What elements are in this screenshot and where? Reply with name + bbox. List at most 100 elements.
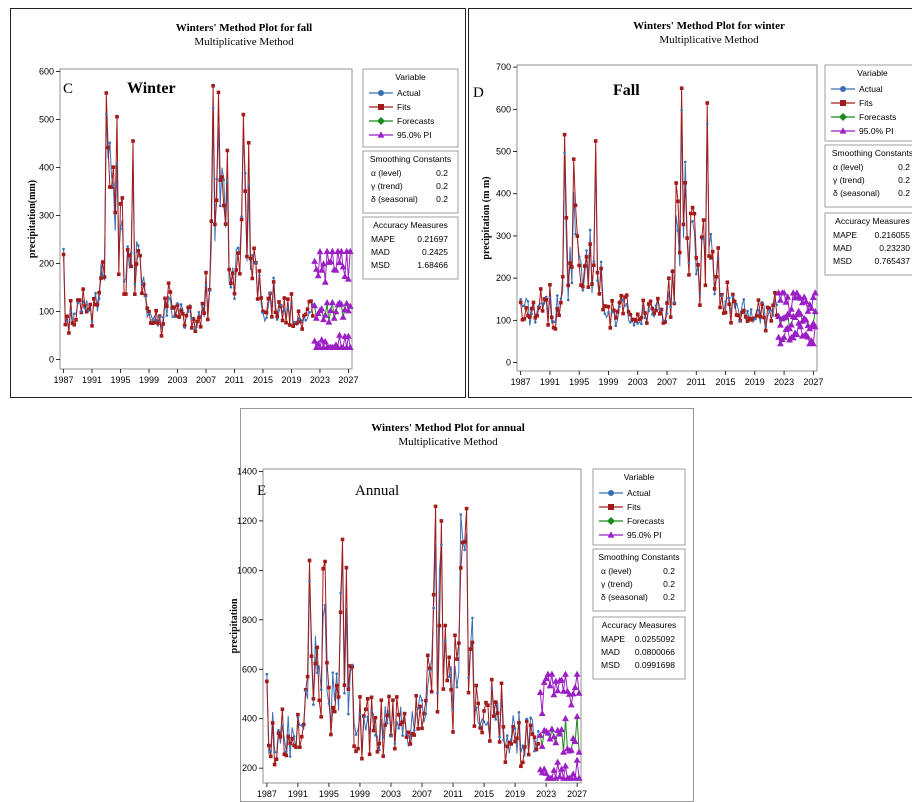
fits-point — [774, 313, 779, 318]
smoothing-param-label: γ (trend) — [833, 175, 865, 185]
fits-point — [165, 304, 169, 309]
actual-point — [753, 317, 757, 321]
forecast-point — [311, 302, 318, 309]
fits-point — [731, 292, 735, 297]
pi-point — [323, 247, 331, 254]
fits-point — [205, 317, 210, 322]
forecast-point — [802, 316, 810, 323]
actual-point — [269, 749, 273, 753]
fits-point — [154, 308, 158, 313]
forecast-point — [550, 733, 558, 740]
fits-point — [681, 222, 686, 227]
fits-point — [524, 719, 529, 724]
actual-point — [651, 313, 654, 316]
pi-point — [327, 258, 334, 265]
fits-point — [745, 319, 750, 323]
legend-label: 95.0% PI — [859, 126, 894, 136]
fits-point — [195, 319, 199, 324]
fits-point — [501, 725, 506, 729]
actual-point — [490, 686, 494, 690]
smoothing-box — [592, 548, 686, 612]
chart-panel-fall: Winters' Method Plot for fall Multiplicat… — [10, 8, 466, 398]
pi-point — [318, 266, 326, 273]
fits-point — [277, 300, 281, 304]
actual-point — [577, 255, 581, 258]
fits-point — [520, 317, 525, 322]
fits-point — [480, 730, 484, 735]
fits-point — [579, 283, 583, 288]
fits-point — [239, 217, 244, 222]
fits-point — [163, 296, 167, 301]
accuracy-measure-value: 0.23230 — [879, 243, 910, 253]
fits-point — [396, 712, 401, 717]
forecast-point — [811, 307, 819, 315]
fits-point — [678, 250, 682, 255]
chart-subtitle: Multiplicative Method — [659, 34, 759, 46]
fits-point — [331, 705, 335, 710]
fits-point — [257, 269, 262, 273]
fits-point — [568, 261, 572, 265]
fits-point — [350, 664, 354, 669]
fits-point — [593, 139, 598, 143]
fits-point — [470, 640, 475, 645]
fits-point — [690, 205, 695, 210]
fits-point — [729, 321, 733, 325]
actual-point — [277, 728, 280, 732]
actual-point — [519, 297, 522, 301]
chart-svg-fall: Winters' Method Plot for fall Multiplicat… — [27, 22, 459, 385]
fits-point — [513, 739, 517, 744]
pi-point — [341, 272, 349, 279]
fits-point — [106, 145, 110, 150]
fits-point — [286, 297, 290, 301]
actual-point — [731, 295, 735, 299]
x-tick-label: 2019 — [281, 375, 301, 385]
fits-point — [291, 324, 296, 328]
fits-point — [617, 300, 622, 305]
fits-point — [383, 723, 387, 727]
fits-point — [773, 290, 777, 295]
actual-point — [126, 245, 129, 248]
pi-point — [346, 247, 354, 254]
pi-point — [784, 293, 792, 300]
actual-point — [208, 289, 211, 292]
fits-point — [232, 291, 237, 296]
fits-point — [189, 326, 194, 330]
fits-point — [707, 254, 711, 258]
fits-point — [394, 695, 399, 699]
fits-point — [528, 315, 532, 319]
fits-point — [72, 322, 77, 327]
actual-point — [335, 672, 338, 676]
actual-point — [467, 676, 470, 679]
actual-point — [409, 735, 412, 738]
actual-point — [144, 294, 147, 298]
y-tick-label: 0 — [49, 354, 54, 364]
actual-point — [665, 312, 669, 315]
actual-point — [742, 298, 746, 301]
legend-label: Fits — [627, 502, 641, 512]
forecast-point — [575, 748, 583, 755]
pi-point — [345, 332, 352, 339]
fits-point — [295, 321, 299, 326]
actual-point — [80, 310, 83, 313]
fits-point — [632, 317, 636, 322]
fits-point — [639, 315, 644, 320]
actual-point — [764, 325, 768, 328]
fits-point — [447, 655, 451, 660]
panel-letter: D — [473, 85, 484, 101]
y-tick-label: 100 — [496, 315, 511, 325]
fits-point — [282, 296, 287, 300]
x-tick-label: 2011 — [225, 375, 244, 385]
fits-point — [488, 739, 492, 743]
fits-point — [599, 266, 603, 271]
forecast-point — [330, 314, 338, 321]
actual-point — [530, 312, 533, 316]
x-tick-label: 2007 — [657, 377, 677, 387]
forecast-point — [786, 325, 793, 332]
fits-point — [586, 285, 591, 289]
actual-point — [691, 219, 694, 223]
actual-point — [258, 274, 261, 277]
forecast-point — [325, 318, 333, 325]
fits-point — [758, 314, 763, 319]
fits-point — [301, 722, 306, 727]
fits-point — [754, 313, 759, 318]
